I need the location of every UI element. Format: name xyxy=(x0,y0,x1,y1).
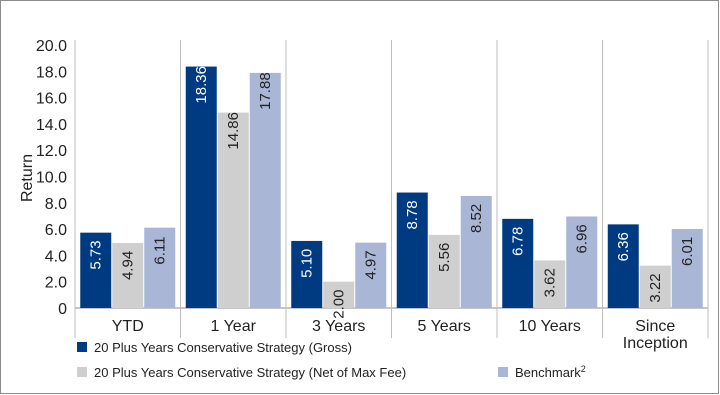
legend-label: Benchmark2 xyxy=(515,364,586,380)
bar-value-label: 18.36 xyxy=(193,66,210,104)
bar xyxy=(396,192,428,308)
legend-label: 20 Plus Years Conservative Strategy (Gro… xyxy=(94,340,352,355)
bar-value-label: 17.88 xyxy=(257,72,274,110)
bar-value-label: 4.97 xyxy=(363,250,380,279)
bar xyxy=(639,265,671,308)
bar-value-label: 5.56 xyxy=(436,243,453,272)
y-tick-label: 6.0 xyxy=(45,222,67,239)
bars xyxy=(80,66,703,309)
bar xyxy=(249,72,281,309)
y-tick-label: 0 xyxy=(58,301,67,318)
bar-value-label: 5.10 xyxy=(299,249,316,278)
bar-value-label: 6.96 xyxy=(574,224,591,253)
category-label-line: 1 Year xyxy=(211,318,257,335)
category-label-line: 5 Years xyxy=(418,318,471,335)
category-label-line: YTD xyxy=(112,318,144,335)
bar xyxy=(291,240,323,308)
bar xyxy=(112,243,144,308)
category-label-line: Inception xyxy=(623,335,688,352)
y-tick-label: 4.0 xyxy=(45,248,67,265)
bar-value-label: 6.78 xyxy=(510,227,527,256)
category-label-line: 3 Years xyxy=(312,318,365,335)
bar xyxy=(144,227,176,308)
bar xyxy=(460,195,492,308)
bar xyxy=(185,66,217,308)
bar-value-label: 6.01 xyxy=(679,237,696,266)
category-label-line: Since xyxy=(635,318,675,335)
category-label: YTD xyxy=(112,318,144,335)
y-tick-label: 2.0 xyxy=(45,275,67,292)
legend-swatch xyxy=(77,367,87,377)
legend-superscript: 2 xyxy=(581,364,586,374)
bar-value-label: 5.73 xyxy=(88,240,105,269)
bar xyxy=(80,232,112,308)
bar xyxy=(566,216,598,308)
bar xyxy=(671,228,703,308)
bar-value-label: 4.94 xyxy=(120,251,137,280)
category-label: Since Inception xyxy=(623,318,688,352)
legend-label: 20 Plus Years Conservative Strategy (Net… xyxy=(94,365,406,380)
y-tick-label: 20.0 xyxy=(36,38,67,55)
category-label-line: 10 Years xyxy=(519,318,581,335)
legend: 20 Plus Years Conservative Strategy (Gro… xyxy=(77,340,586,380)
bar xyxy=(355,242,387,308)
category-label: 3 Years xyxy=(312,318,365,335)
y-axis-ticks: 20.0 18.0 16.0 14.0 12.0 10.0 8.0 6.0 4.0 2.0 0 xyxy=(36,38,67,318)
bar-labels: 5.73 4.94 6.11 18.36 14.86 17.88 5.10 2.00 4.97 8… xyxy=(88,66,697,319)
bar-value-label: 8.78 xyxy=(404,200,421,229)
y-tick-label: 14.0 xyxy=(36,117,67,134)
category-label: 1 Year xyxy=(211,318,257,335)
bar-value-label: 14.86 xyxy=(225,112,242,150)
bar xyxy=(502,218,534,308)
legend-swatch xyxy=(498,367,508,377)
bar-value-label: 6.11 xyxy=(152,237,169,265)
bar xyxy=(323,281,355,308)
bar-value-label: 3.62 xyxy=(542,268,559,297)
bar-value-label: 2.00 xyxy=(331,289,348,318)
bar-value-label: 3.22 xyxy=(647,273,664,302)
bar-value-label: 6.36 xyxy=(615,232,632,261)
category-label: 10 Years xyxy=(519,318,581,335)
category-dividers xyxy=(74,40,709,338)
bar xyxy=(428,234,460,308)
y-axis-label: Return xyxy=(19,154,36,202)
y-tick-label: 8.0 xyxy=(45,196,67,213)
category-label: 5 Years xyxy=(418,318,471,335)
category-labels: YTD 1 Year 3 Years 5 Years 10 Years Since Ince… xyxy=(112,318,688,352)
legend-swatch xyxy=(77,342,87,352)
bar xyxy=(534,260,566,308)
bar xyxy=(607,224,639,308)
bar xyxy=(217,112,249,308)
y-tick-label: 10.0 xyxy=(36,170,67,187)
bar-value-label: 8.52 xyxy=(468,204,485,233)
y-tick-label: 18.0 xyxy=(36,64,67,81)
y-tick-label: 16.0 xyxy=(36,91,67,108)
y-tick-label: 12.0 xyxy=(36,143,67,160)
